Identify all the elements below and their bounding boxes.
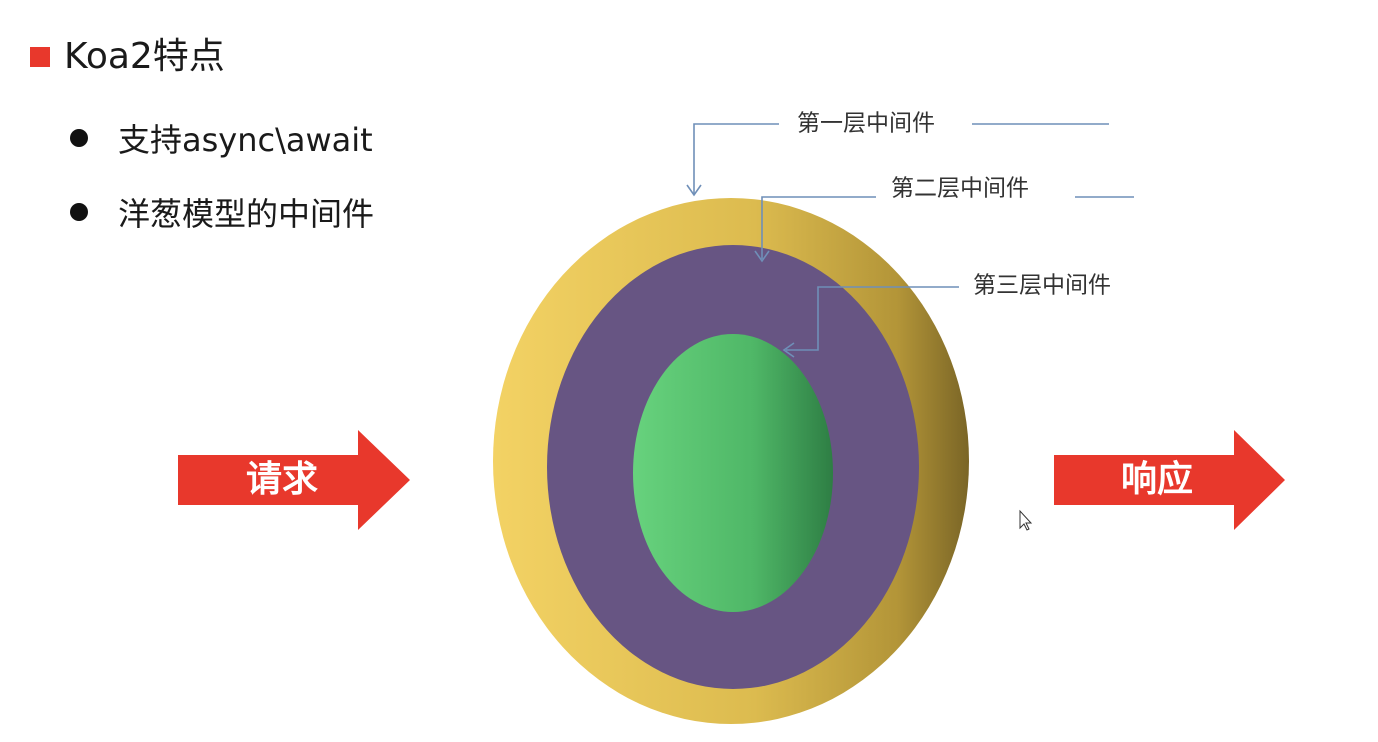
bullet-text-async-await: 支持async\await xyxy=(118,121,373,159)
connector-layer-1 xyxy=(686,123,1109,197)
response-label: 响应 xyxy=(1121,459,1193,500)
slide-title-row: Koa2特点 xyxy=(30,32,225,82)
bullet-item: 支持async\await xyxy=(70,112,374,164)
inner-layer-ellipse xyxy=(633,334,833,612)
label-layer-1: 第一层中间件 xyxy=(797,111,935,137)
title-square-marker xyxy=(30,47,50,67)
bullet-dot-icon xyxy=(70,129,88,147)
bullet-dot-icon xyxy=(70,203,88,221)
request-label: 请求 xyxy=(246,459,318,500)
slide-title: Koa2特点 xyxy=(64,36,225,77)
connector-layer-2 xyxy=(754,196,1134,263)
label-layer-2: 第二层中间件 xyxy=(891,176,1029,202)
bullet-text-onion-model: 洋葱模型的中间件 xyxy=(118,195,375,233)
label-layer-3: 第三层中间件 xyxy=(973,273,1111,299)
connector-layer-3 xyxy=(782,286,959,358)
bullet-list: 支持async\await 洋葱模型的中间件 xyxy=(70,112,374,260)
mouse-cursor-icon xyxy=(1019,509,1033,531)
request-arrow: 请求 xyxy=(178,430,410,530)
bullet-item: 洋葱模型的中间件 xyxy=(70,186,374,238)
response-arrow: 响应 xyxy=(1054,430,1285,530)
